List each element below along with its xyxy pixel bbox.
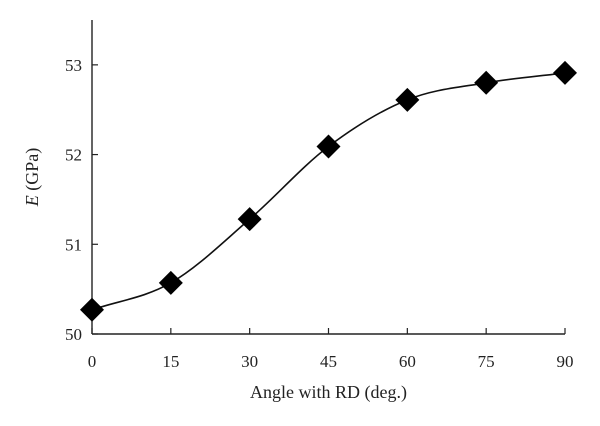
x-tick-label: 0 bbox=[88, 352, 97, 371]
y-axis-title-unit: (GPa) bbox=[22, 148, 43, 196]
x-tick-label: 75 bbox=[478, 352, 495, 371]
x-tick-label: 60 bbox=[399, 352, 416, 371]
y-ticks: 50 51 52 53 bbox=[65, 56, 98, 344]
data-markers bbox=[80, 60, 577, 322]
data-point-diamond bbox=[316, 134, 341, 159]
x-tick-label: 90 bbox=[557, 352, 574, 371]
fit-curve bbox=[91, 72, 566, 311]
data-point-diamond bbox=[474, 70, 499, 95]
x-ticks: 0 15 30 45 60 75 90 bbox=[88, 328, 574, 371]
x-tick-label: 15 bbox=[162, 352, 179, 371]
y-axis-title-variable: E bbox=[22, 195, 42, 207]
data-point-diamond bbox=[237, 207, 262, 232]
y-tick-label: 50 bbox=[65, 325, 82, 344]
x-tick-label: 30 bbox=[241, 352, 258, 371]
y-tick-label: 51 bbox=[65, 235, 82, 254]
data-point-diamond bbox=[553, 60, 577, 85]
x-tick-label: 45 bbox=[320, 352, 337, 371]
x-axis-title: Angle with RD (deg.) bbox=[250, 382, 407, 403]
y-axis-title: E (GPa) bbox=[22, 148, 43, 208]
data-point-diamond bbox=[80, 297, 104, 322]
y-tick-label: 53 bbox=[65, 56, 82, 75]
data-point-diamond bbox=[158, 270, 183, 295]
data-point-diamond bbox=[395, 87, 420, 112]
axes: 50 51 52 53 0 15 30 45 60 75 90 bbox=[65, 20, 574, 371]
y-tick-label: 52 bbox=[65, 146, 82, 165]
